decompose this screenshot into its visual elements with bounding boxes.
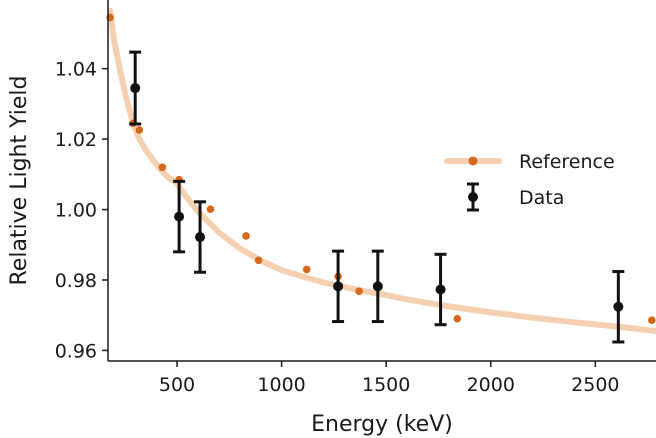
y-axis-label: Relative Light Yield: [7, 76, 32, 286]
legend: Reference Data: [444, 151, 615, 212]
reference-point: [135, 126, 144, 134]
reference-point: [355, 287, 363, 296]
data-point: [435, 284, 446, 295]
x-axis-ticks: 500 1000 1500 2000 2500: [159, 361, 620, 396]
reference-point: [254, 256, 263, 265]
data-point: [174, 211, 185, 222]
data-point-group: [332, 249, 345, 324]
x-axis-label: Energy (keV): [311, 412, 453, 437]
x-tick-label: 2500: [571, 374, 619, 396]
data-point: [333, 281, 344, 292]
data-point-group: [434, 252, 447, 327]
legend-reference-label: Reference: [519, 151, 615, 173]
data-point: [613, 301, 624, 312]
reference-point: [302, 265, 311, 274]
plot-area: [106, 7, 656, 344]
y-tick-label: 1.04: [55, 59, 97, 81]
reference-point: [648, 316, 656, 324]
data-point-group: [129, 50, 142, 126]
y-axis-ticks: 0.96 0.98 1.00 1.02 1.04: [55, 59, 108, 362]
legend-reference-marker: [468, 156, 478, 166]
y-tick-label: 1.00: [55, 200, 97, 222]
data-point: [195, 232, 206, 243]
reference-point: [242, 232, 250, 240]
y-tick-label: 0.96: [55, 340, 97, 362]
data-point-group: [612, 270, 625, 344]
data-point-group: [371, 249, 384, 324]
reference-point: [206, 205, 215, 214]
legend-data-label: Data: [519, 187, 564, 209]
x-tick-label: 500: [159, 374, 195, 396]
legend-data-marker: [468, 192, 478, 202]
data-point-group: [173, 179, 186, 254]
x-tick-label: 2000: [467, 374, 515, 396]
data-point: [372, 281, 383, 292]
data-point-group: [194, 200, 207, 274]
reference-point: [453, 314, 462, 323]
x-tick-label: 1000: [257, 374, 305, 396]
y-tick-label: 0.98: [55, 270, 97, 292]
reference-point: [158, 163, 167, 172]
y-tick-label: 1.02: [55, 129, 97, 151]
reference-curve: [107, 7, 656, 335]
x-tick-label: 1500: [362, 374, 410, 396]
data-point: [130, 83, 141, 94]
